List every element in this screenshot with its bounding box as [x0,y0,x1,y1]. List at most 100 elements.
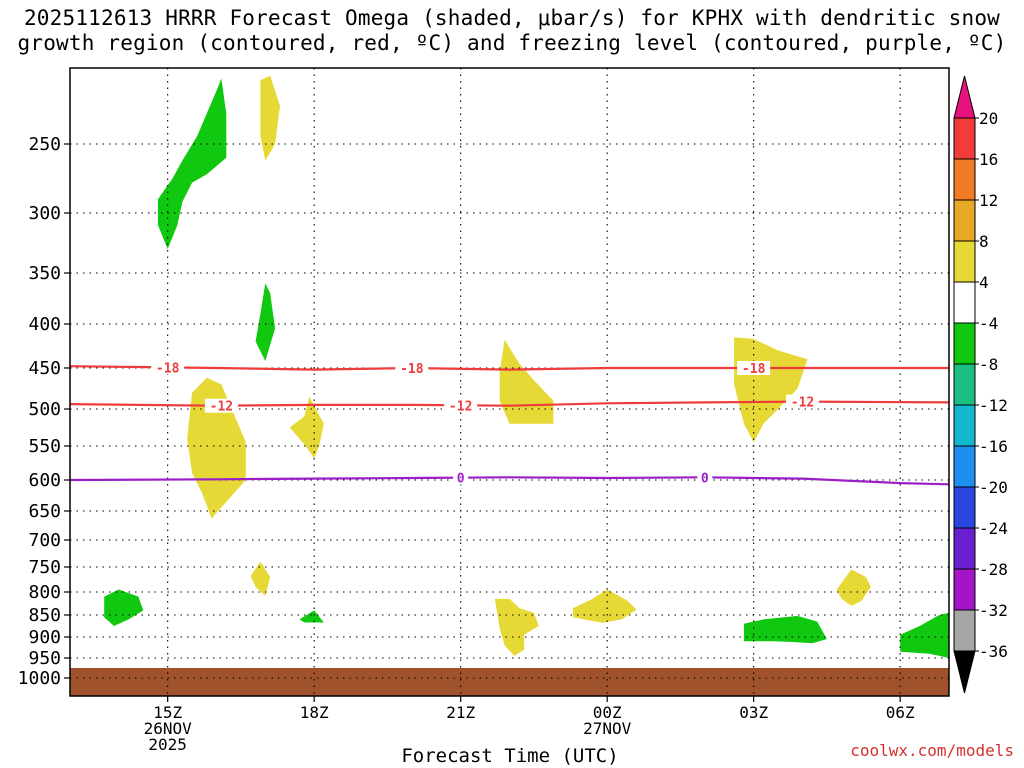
omega-yellow-7 [836,569,871,606]
colorbar-triangle-bottom [953,650,976,694]
contour-freezing-level-label-1: 0 [701,471,709,486]
colorbar-bin-9 [953,486,976,529]
omega-yellow-2 [289,396,324,459]
y-tick-label-650: 650 [28,501,61,522]
colorbar-label-10: -24 [979,519,1008,538]
colorbar-bin-5 [953,322,976,365]
omega-shading-layer [104,75,949,658]
colorbar-label-3: 8 [979,232,989,251]
y-tick-label-500: 500 [28,399,61,420]
colorbar-label-8: -16 [979,437,1008,456]
colorbar-label-9: -20 [979,478,1008,497]
contour-freezing-level-label-bg-0 [453,470,469,485]
colorbar-bin-12 [953,609,976,652]
y-tick-label-550: 550 [28,436,61,457]
x-tick-sublabel-15Z-1: 2025 [148,735,187,754]
contour-dgz-minus12-label-bg-0 [204,398,238,413]
x-tick-sublabel-15Z-0: 26NOV [144,719,193,738]
contour-dgz-minus18-label-0: -18 [156,361,180,376]
ground-layer [70,668,949,696]
colorbar-bin-10 [953,527,976,570]
chart-title: 2025112613 HRRR Forecast Omega (shaded, … [0,6,1024,56]
colorbar-bin-2 [953,199,976,242]
chart-title-line-1: 2025112613 HRRR Forecast Omega (shaded, … [23,6,1001,30]
plot-frame [69,67,950,697]
omega-green-low-2 [299,610,324,623]
contour-layer: -18 -18 -18 -12 -12 -12 0 0 [69,360,950,487]
contour-freezing-level-label-0: 0 [457,472,465,487]
chart-title-line-2: growth region (contoured, red, ºC) and f… [17,31,1007,55]
colorbar: 20 16 12 8 4 -4 -8 -12 -16 -20 -24 -28 -32 -36 [953,75,1008,694]
omega-yellow-8 [494,598,539,656]
omega-yellow-1 [187,377,246,519]
ground-fill [70,668,949,696]
contour-dgz-minus12-label-0: -12 [210,400,233,415]
y-tick-label-900: 900 [28,627,61,648]
colorbar-label-12: -32 [979,601,1008,620]
colorbar-label-6: -8 [979,355,998,374]
gridlines-layer [70,68,949,696]
colorbar-label-13: -36 [979,642,1008,661]
omega-green-upper [157,78,227,249]
colorbar-label-1: 16 [979,150,998,169]
colorbar-bin-3 [953,240,976,283]
colorbar-bin-6 [953,363,976,406]
contour-dgz-minus18-label-bg-1 [395,361,429,375]
colorbar-label-2: 12 [979,191,998,210]
y-tick-label-600: 600 [28,470,61,491]
x-tick-label-15Z: 15Z [153,703,182,722]
x-tick-label-00Z: 00Z [593,703,622,722]
omega-green-low-3 [743,615,827,644]
colorbar-bin-4 [953,281,976,324]
x-tick-label-18Z: 18Z [300,703,329,722]
y-tick-label-700: 700 [28,530,61,551]
x-tick-label-03Z: 03Z [739,703,768,722]
y-tick-label-400: 400 [28,314,61,335]
colorbar-label-11: -28 [979,560,1008,579]
omega-yellow-3 [499,339,554,424]
colorbar-triangle-top [953,75,976,119]
contour-freezing-level [69,476,950,486]
x-axis-title: Forecast Time (UTC) [401,745,619,767]
colorbar-bin-0 [953,117,976,160]
y-tick-label-800: 800 [28,582,61,603]
x-tick-label-21Z: 21Z [446,703,475,722]
x-tick-sublabel-00Z-0: 27NOV [583,719,632,738]
omega-yellow-4 [734,337,808,443]
y-tick-label-750: 750 [28,557,61,578]
colorbar-bin-8 [953,445,976,488]
omega-green-low-4 [900,612,949,658]
colorbar-label-0: 20 [979,109,998,128]
colorbar-label-4: 4 [979,273,989,292]
contour-dgz-minus12 [69,400,950,407]
contour-dgz-minus12-label-2: -12 [791,396,814,411]
contour-dgz-minus18-label-1: -18 [400,362,424,377]
y-tick-label-350: 350 [28,263,61,284]
colorbar-label-5: -4 [979,314,998,333]
y-axis: 2503003504004505005506006507007508008509… [18,134,70,689]
contour-dgz-minus12-label-1: -12 [449,399,472,414]
contour-dgz-minus12-label-bg-2 [786,394,819,409]
plot-frame-layer [69,67,950,697]
colorbar-label-7: -12 [979,396,1008,415]
y-tick-label-850: 850 [28,605,61,626]
contour-dgz-minus12-label-bg-1 [444,398,478,413]
contour-freezing-level-label-bg-1 [697,470,713,485]
colorbar-bin-1 [953,158,976,201]
y-tick-label-300: 300 [28,203,61,224]
omega-yellow-top [260,75,280,161]
colorbar-bin-11 [953,568,976,611]
y-tick-label-1000: 1000 [18,668,61,689]
omega-green-low-1 [104,589,144,626]
watermark: coolwx.com/models [850,741,1014,760]
y-tick-label-450: 450 [28,358,61,379]
x-tick-label-06Z: 06Z [886,703,915,722]
contour-dgz-minus18-label-bg-2 [737,361,771,375]
contour-dgz-minus18-label-2: -18 [742,362,766,377]
contour-dgz-minus18-label-bg-0 [151,360,185,375]
y-tick-label-950: 950 [28,648,61,669]
omega-yellow-6 [573,589,637,623]
omega-green-mid [255,283,276,361]
